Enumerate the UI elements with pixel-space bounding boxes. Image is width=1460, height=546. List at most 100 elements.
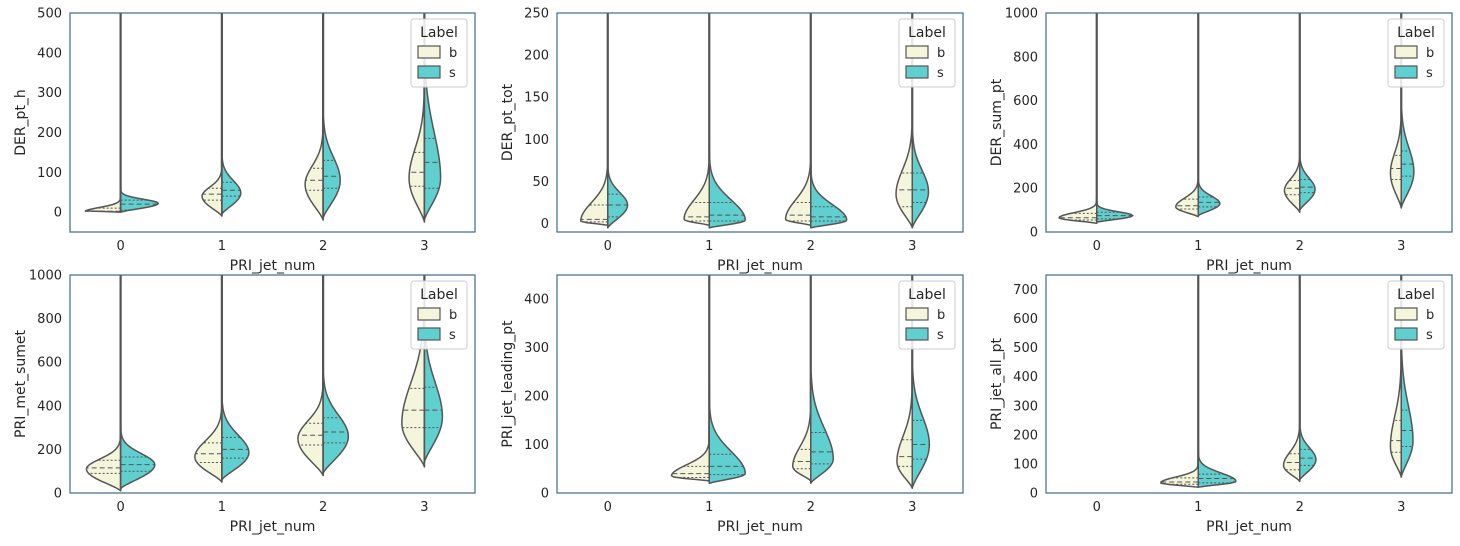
violin-s-jet-1 — [708, 13, 746, 229]
y-tick-label: 250 — [524, 7, 549, 22]
y-tick-label: 400 — [524, 293, 549, 308]
legend-title: Label — [1397, 287, 1435, 303]
legend-label-s: s — [449, 328, 456, 343]
legend-swatch-b — [1394, 307, 1418, 321]
x-tick-label: 1 — [218, 500, 226, 515]
subplot-pri-jet-leading-pt: 0 100 200 300 400 0 1 2 3 PRI_jet_num PRI_jet_lead… — [500, 274, 964, 535]
legend: Label bs — [410, 18, 468, 88]
y-tick-label: 400 — [1013, 370, 1038, 385]
y-tick-label: 800 — [37, 312, 62, 327]
y-tick-label: 300 — [524, 341, 549, 356]
subplot-pri-jet-all-pt: 0 100 200 300 400 500 600 700 0 1 2 3 PRI_jet_num PRI… — [989, 274, 1453, 535]
legend-label-b: b — [937, 308, 945, 323]
y-tick-label: 50 — [532, 175, 549, 190]
x-axis-label: PRI_jet_num — [230, 519, 316, 535]
legend: Label bs — [1387, 280, 1445, 350]
violin-group — [85, 275, 444, 492]
violin-group — [84, 13, 442, 223]
violin-s-jet-2 — [1299, 13, 1316, 211]
y-tick-label: 1000 — [1005, 7, 1038, 22]
y-tick-label: 0 — [1030, 487, 1038, 502]
y-tick-label: 200 — [524, 49, 549, 64]
x-tick-label: 2 — [807, 500, 815, 515]
y-tick-label: 0 — [541, 217, 549, 232]
legend: Label bs — [410, 280, 468, 350]
violin-group — [670, 275, 931, 489]
violin-s-jet-1 — [1197, 275, 1237, 488]
legend-swatch-b — [905, 45, 929, 59]
legend: Label bs — [1387, 18, 1445, 88]
y-tick-label: 200 — [37, 443, 62, 458]
y-tick-label: 100 — [1013, 457, 1038, 472]
legend: Label bs — [898, 18, 956, 88]
y-tick-label: 500 — [1013, 341, 1038, 356]
x-tick-label: 0 — [116, 500, 124, 515]
x-tick-label: 0 — [1093, 239, 1101, 254]
legend-label-b: b — [1426, 46, 1434, 61]
y-tick-label: 600 — [1013, 94, 1038, 109]
violin-b-jet-0 — [580, 13, 609, 227]
violin-b-jet-1 — [683, 13, 710, 227]
y-tick-label: 1000 — [29, 269, 62, 284]
x-tick-label: 1 — [705, 239, 713, 254]
y-tick-label: 0 — [1030, 226, 1038, 241]
x-axis-label: PRI_jet_num — [230, 258, 316, 274]
violin-s-jet-0 — [119, 13, 160, 213]
violin-b-jet-1 — [1160, 275, 1199, 488]
x-axis-label: PRI_jet_num — [717, 258, 803, 274]
x-tick-label: 3 — [420, 239, 428, 254]
x-tick-label: 2 — [1296, 239, 1304, 254]
y-tick-label: 400 — [37, 46, 62, 61]
subplot-pri-met-sumet: 0 200 400 600 800 1000 0 1 2 3 PRI_jet_num PRI_met_… — [13, 269, 476, 535]
y-tick-label: 150 — [524, 91, 549, 106]
legend-swatch-s — [905, 65, 929, 79]
violin-b-jet-0 — [85, 275, 122, 492]
violin-group — [1058, 13, 1415, 224]
violin-group — [580, 13, 930, 229]
violin-b-jet-1 — [194, 275, 223, 483]
y-tick-label: 600 — [1013, 312, 1038, 327]
y-tick-label: 200 — [1013, 428, 1038, 443]
legend-swatch-s — [417, 327, 441, 341]
legend: Label bs — [898, 280, 956, 350]
y-tick-label: 300 — [1013, 399, 1038, 414]
y-tick-label: 0 — [54, 206, 62, 221]
legend-swatch-b — [905, 307, 929, 321]
x-tick-label: 0 — [1093, 500, 1101, 515]
y-tick-label: 300 — [37, 86, 62, 101]
x-axis-label: PRI_jet_num — [1206, 519, 1292, 535]
subplot-der-pt-tot: 0 50 100 150 200 250 0 1 2 3 PRI_jet_num DER_pt_tot… — [500, 7, 964, 274]
axes-frame — [1045, 274, 1453, 494]
x-tick-label: 1 — [218, 239, 226, 254]
x-tick-label: 2 — [807, 239, 815, 254]
y-tick-label: 200 — [524, 390, 549, 405]
y-tick-label: 600 — [37, 356, 62, 371]
axes-frame — [556, 274, 964, 494]
y-axis-label: DER_pt_h — [13, 89, 29, 156]
legend-label-b: b — [449, 308, 457, 323]
legend-title: Label — [908, 287, 946, 303]
violin-s-jet-0 — [607, 13, 629, 229]
legend-title: Label — [908, 25, 946, 41]
legend-swatch-b — [417, 45, 441, 59]
axes-frame — [69, 274, 476, 494]
legend-label-b: b — [1426, 308, 1434, 323]
legend-title: Label — [420, 25, 458, 41]
y-axis-label: PRI_jet_all_pt — [989, 337, 1005, 430]
legend-label-s: s — [449, 66, 456, 81]
violin-s-jet-2 — [810, 13, 848, 229]
violin-b-jet-1 — [670, 275, 710, 482]
x-tick-label: 0 — [604, 239, 612, 254]
violin-b-jet-2 — [1283, 13, 1301, 214]
x-tick-label: 1 — [705, 500, 713, 515]
violin-b-jet-0 — [84, 13, 122, 213]
violin-b-jet-2 — [304, 13, 324, 221]
legend-swatch-s — [417, 65, 441, 79]
y-tick-label: 400 — [37, 399, 62, 414]
legend-swatch-s — [1394, 65, 1418, 79]
y-axis-label: PRI_jet_leading_pt — [500, 320, 516, 448]
legend-title: Label — [1397, 25, 1435, 41]
violin-b-jet-2 — [792, 275, 812, 482]
y-tick-label: 100 — [524, 438, 549, 453]
